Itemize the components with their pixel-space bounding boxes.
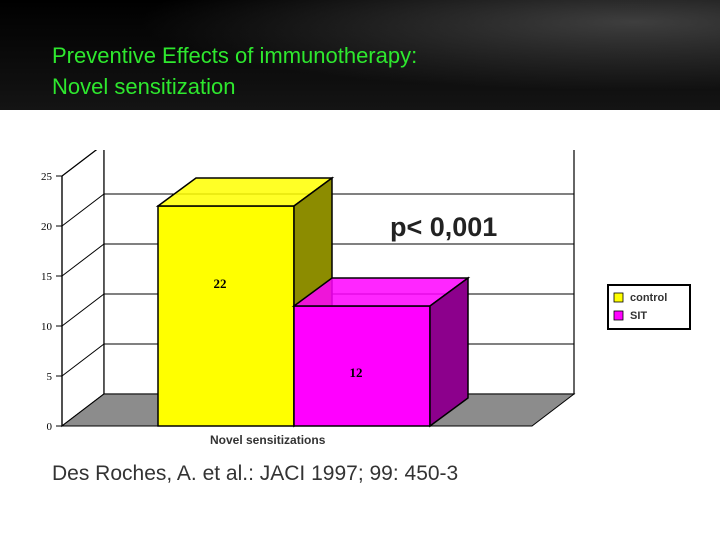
- gridline: [61, 193, 574, 227]
- citation: Des Roches, A. et al.: JACI 1997; 99: 45…: [52, 462, 459, 485]
- bar-front: [157, 205, 295, 427]
- y-tick-label: 10: [41, 321, 53, 333]
- p-value-annotation: p< 0,001: [390, 212, 497, 242]
- data-label: 12: [350, 365, 363, 380]
- gridline: [61, 150, 97, 177]
- y-tick-label: 25: [41, 171, 53, 183]
- slide-title: Preventive Effects of immunotherapy: Nov…: [52, 40, 417, 102]
- y-tick-label: 0: [47, 421, 53, 433]
- legend-box: [607, 284, 691, 330]
- y-tick-label: 5: [47, 371, 53, 383]
- bar-side: [429, 276, 469, 428]
- title-line-1: Preventive Effects of immunotherapy:: [52, 43, 418, 68]
- side-wall: [61, 150, 105, 428]
- bar-front: [293, 305, 431, 427]
- gridline: [61, 243, 574, 277]
- data-label: 22: [214, 276, 227, 291]
- header-highlight: [0, 0, 720, 110]
- y-tick-label: 20: [41, 221, 53, 233]
- legend-label: SIT: [630, 310, 647, 322]
- x-axis-label: Novel sensitizations: [210, 433, 326, 447]
- y-tick-label: 15: [41, 271, 53, 283]
- legend-swatch: [613, 292, 624, 303]
- title-line-2: Novel sensitization: [52, 74, 236, 99]
- chart-container: 0 5 10 15 20 25 22 12 p< 0,001 Novel sensitizatio…: [20, 150, 710, 510]
- legend-label: control: [630, 292, 667, 304]
- legend-swatch: [613, 310, 624, 321]
- bar-chart: 0 5 10 15 20 25 22 12 p< 0,001 Novel sensitizatio…: [41, 150, 691, 447]
